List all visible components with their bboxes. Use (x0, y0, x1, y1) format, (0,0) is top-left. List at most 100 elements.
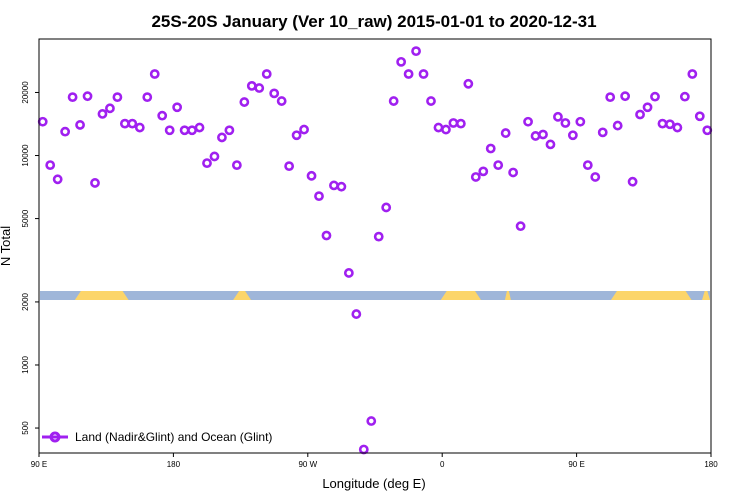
data-point (635, 109, 645, 120)
data-point (381, 202, 392, 213)
data-point (75, 120, 85, 130)
y-tick-label: 5000 (21, 209, 30, 227)
x-tick-label: 90 W (298, 460, 317, 469)
legend: Land (Nadir&Glint) and Ocean (Glint) (42, 430, 272, 444)
y-tick-label: 500 (21, 421, 30, 435)
x-axis-title: Longitude (deg E) (322, 476, 425, 491)
data-point (448, 118, 459, 128)
data-point (127, 118, 138, 129)
data-point (687, 69, 698, 79)
data-point (97, 109, 108, 119)
data-point (373, 231, 384, 242)
data-point (455, 118, 466, 129)
x-tick-label: 180 (704, 460, 718, 469)
data-point (515, 221, 526, 232)
data-point (231, 160, 242, 171)
data-point (52, 174, 63, 185)
data-point (224, 125, 235, 136)
data-point (157, 110, 168, 121)
y-tick-label: 2000 (21, 292, 30, 310)
data-point (142, 92, 153, 103)
data-point (538, 129, 548, 140)
data-point (590, 172, 601, 182)
data-point (336, 181, 347, 192)
data-point (179, 125, 190, 136)
data-point (134, 122, 145, 133)
data-point (672, 122, 683, 133)
y-axis-title: N Total (0, 226, 13, 266)
data-point (105, 103, 115, 114)
data-point (90, 178, 100, 188)
data-point (217, 132, 227, 143)
x-tick-label: 90 E (568, 460, 584, 469)
chart-title: 25S-20S January (Ver 10_raw) 2015-01-01 … (151, 12, 596, 31)
data-point (679, 91, 690, 102)
data-point (112, 92, 123, 103)
data-point (388, 96, 399, 106)
data-point (202, 158, 212, 169)
land-ocean-band (40, 291, 710, 300)
data-point (239, 97, 250, 107)
data-point (254, 83, 265, 93)
data-point (493, 160, 504, 171)
data-point (485, 143, 496, 154)
data-point (418, 69, 429, 79)
x-tick-label: 180 (167, 460, 181, 469)
data-point (343, 268, 354, 278)
land-segment (610, 291, 692, 300)
data-point (627, 176, 638, 187)
data-point (321, 230, 332, 241)
data-point (553, 111, 563, 122)
data-point (291, 130, 302, 141)
data-point (403, 69, 414, 79)
x-tick-label: 0 (440, 460, 445, 469)
data-point (67, 92, 78, 103)
land-segment (702, 291, 710, 300)
data-point (508, 167, 519, 178)
data-points (37, 46, 713, 455)
data-point (605, 92, 616, 103)
x-axis: 90 E 180 90 W 0 90 E 180 (31, 453, 718, 469)
data-point (612, 120, 623, 131)
data-point (620, 91, 631, 102)
data-point (37, 116, 48, 127)
data-point (582, 160, 593, 171)
data-point (299, 124, 309, 135)
x-tick-label: 90 E (31, 460, 47, 469)
data-point (500, 128, 511, 138)
data-point (657, 118, 668, 129)
data-point (358, 444, 369, 455)
data-point (665, 119, 675, 130)
data-point (567, 130, 578, 141)
data-point (269, 88, 280, 99)
data-point (276, 96, 287, 106)
data-point (650, 91, 660, 102)
data-point (575, 116, 586, 127)
ocean-band (40, 291, 710, 300)
data-point (597, 127, 608, 138)
land-segment (233, 291, 252, 300)
data-point (426, 96, 436, 106)
data-point (60, 126, 71, 137)
data-point (284, 161, 295, 172)
y-tick-label: 10000 (21, 144, 30, 167)
data-point (164, 125, 175, 136)
y-tick-label: 1000 (21, 356, 30, 374)
data-point (261, 69, 272, 79)
data-point (530, 131, 541, 141)
data-point (45, 160, 56, 171)
data-point (366, 416, 377, 426)
data-point (82, 91, 93, 102)
data-point (545, 139, 556, 150)
plot-frame (38, 38, 712, 454)
data-point (694, 111, 705, 122)
data-point (246, 80, 257, 91)
data-point (433, 122, 444, 133)
land-segment (74, 291, 129, 300)
land-segment (440, 291, 482, 300)
data-point (329, 180, 339, 191)
legend-marker (49, 431, 61, 443)
data-point (441, 124, 451, 135)
data-point (642, 102, 653, 113)
